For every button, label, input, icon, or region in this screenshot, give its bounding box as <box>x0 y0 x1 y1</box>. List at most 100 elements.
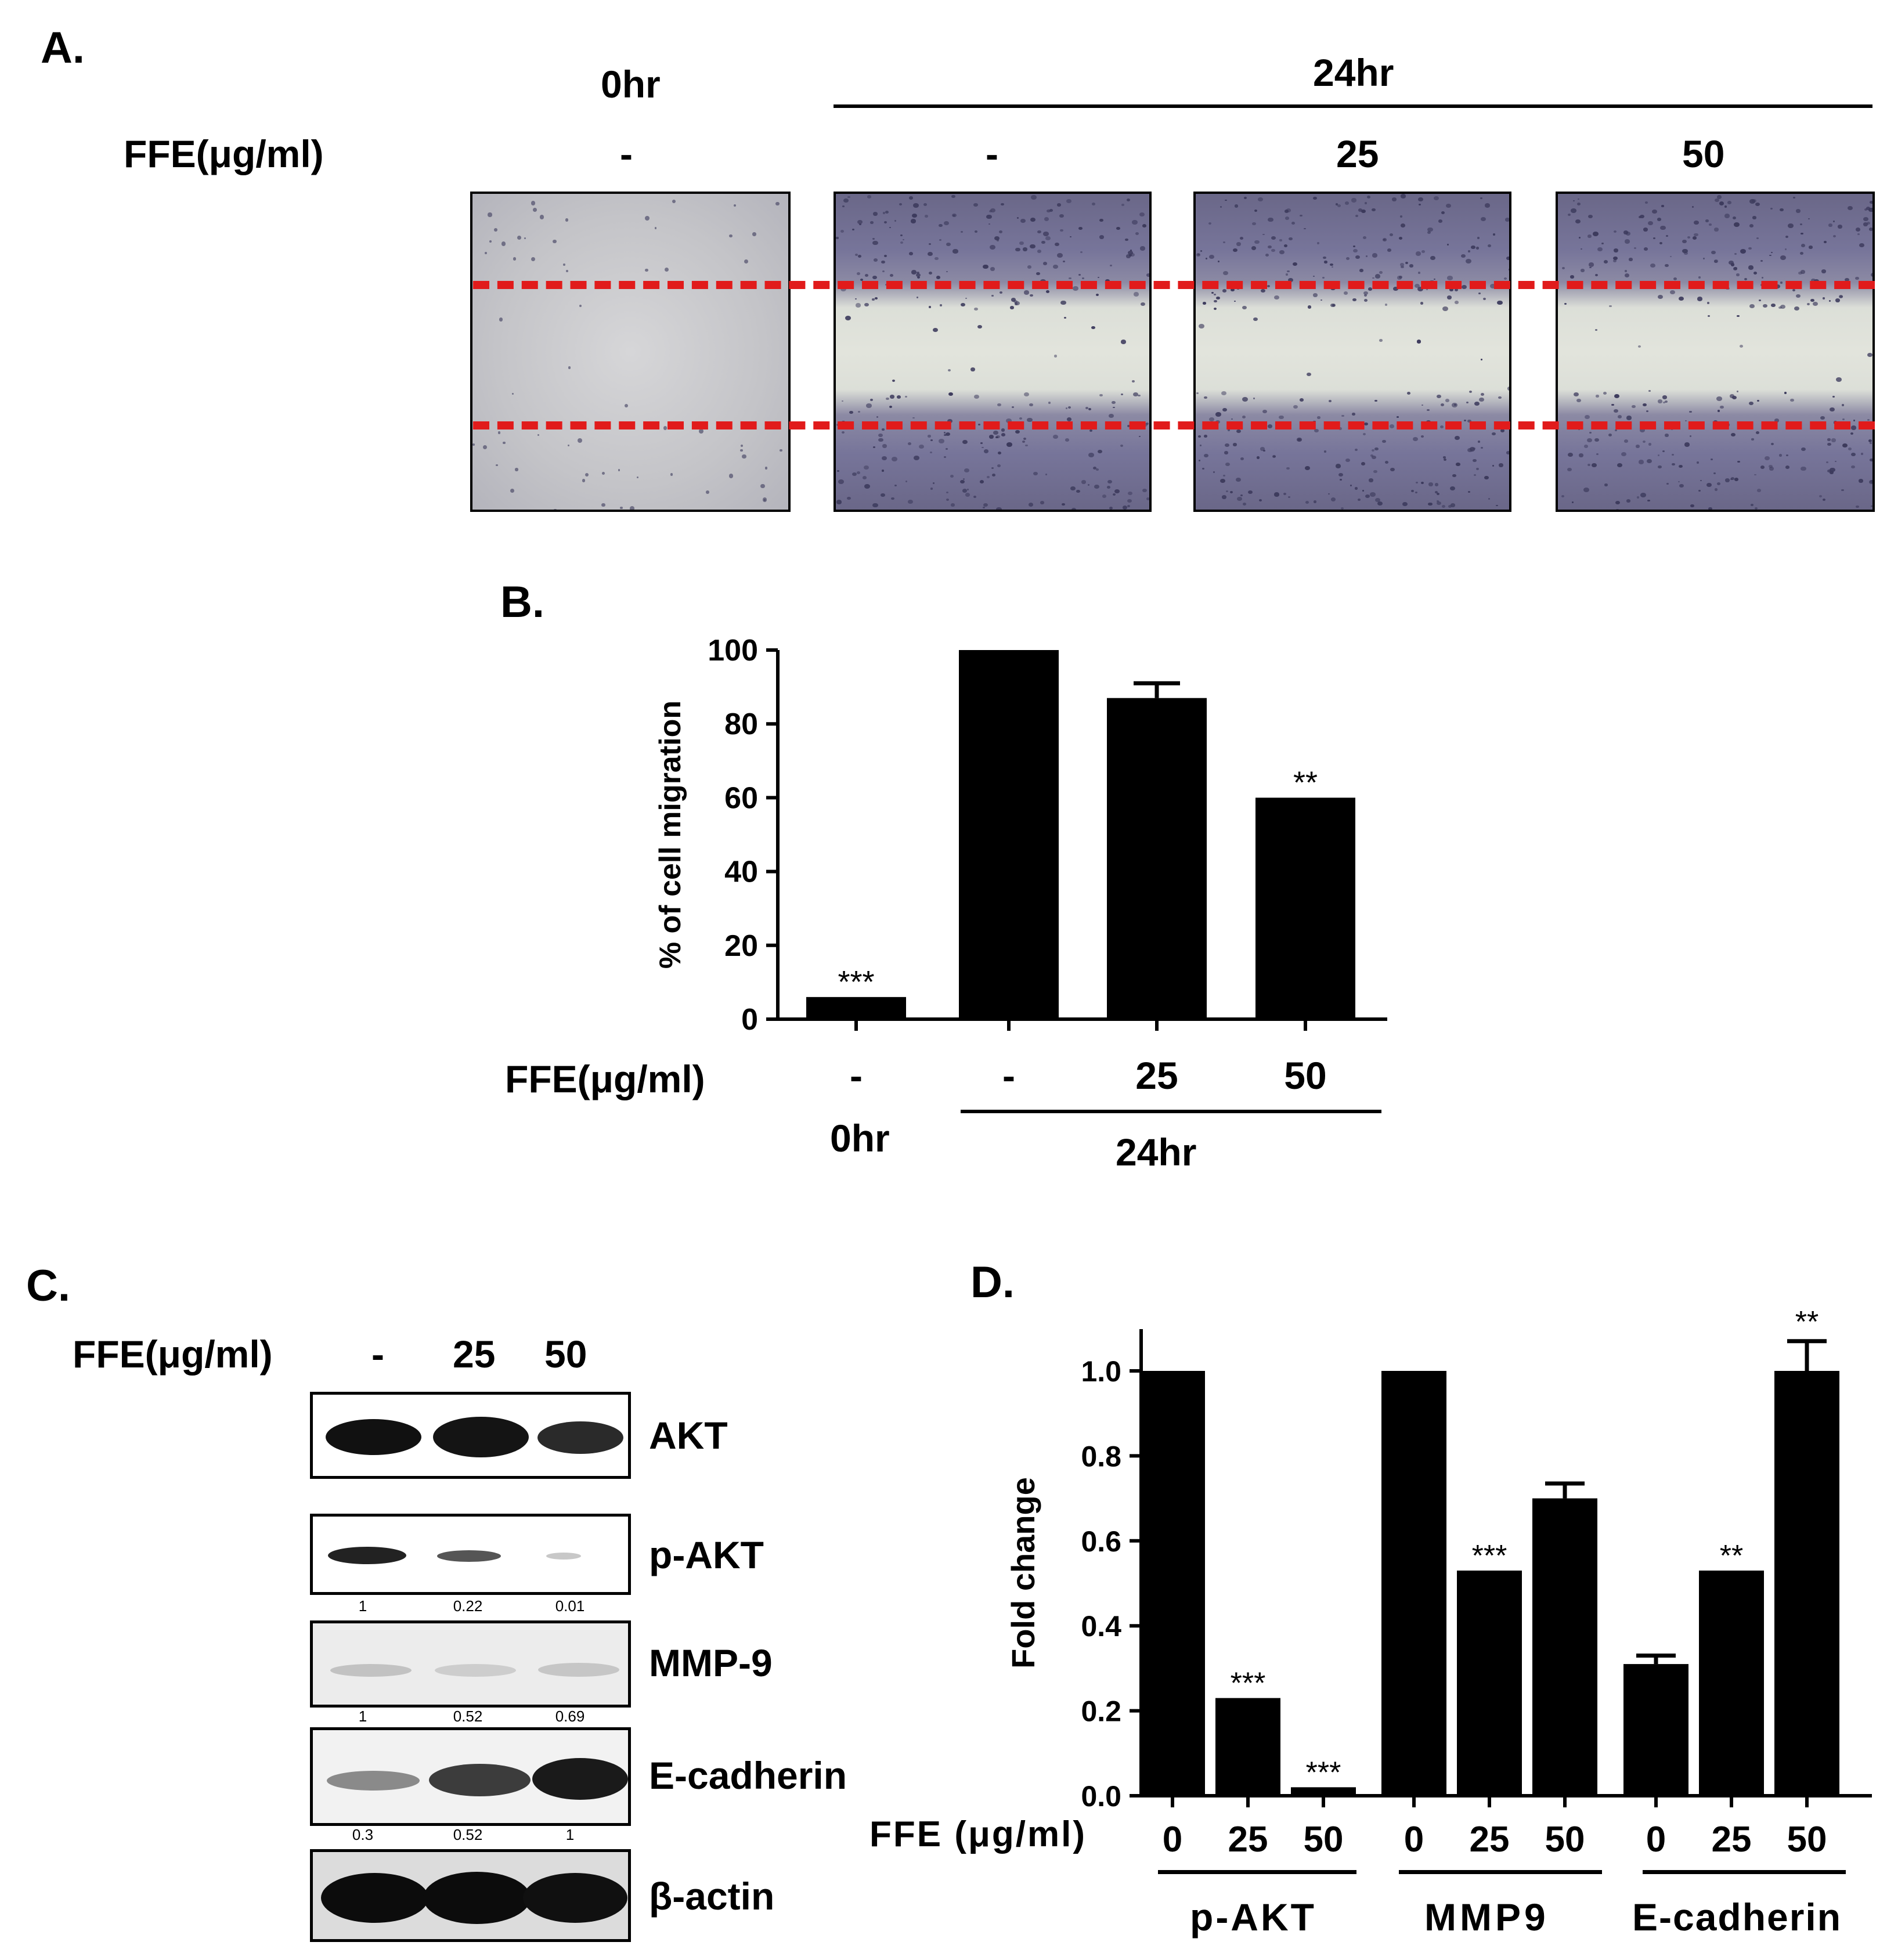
cell-speck <box>1748 401 1754 406</box>
cell-speck <box>1225 443 1229 447</box>
panel-d-bar <box>1532 1498 1597 1796</box>
cell-speck <box>511 392 514 395</box>
cell-speck <box>1374 447 1379 451</box>
cell-speck <box>1260 288 1265 293</box>
cell-speck <box>1615 429 1618 431</box>
cell-speck <box>1430 255 1436 260</box>
cell-speck <box>1345 458 1350 462</box>
cell-speck <box>744 259 748 264</box>
cell-speck <box>1400 223 1406 228</box>
cell-speck <box>1377 501 1383 506</box>
cell-speck <box>1784 392 1787 394</box>
cell-speck <box>1455 288 1459 292</box>
cell-speck <box>905 480 908 482</box>
cell-speck <box>882 212 886 214</box>
cell-speck <box>1653 237 1656 240</box>
cell-speck <box>630 506 635 510</box>
cell-speck <box>1436 492 1439 496</box>
cell-speck <box>1665 264 1669 267</box>
cell-speck <box>1087 484 1090 486</box>
panel-c-dose-2: 50 <box>544 1333 587 1376</box>
cell-speck <box>939 439 945 444</box>
cell-speck <box>1730 263 1735 266</box>
cell-speck <box>1697 297 1703 301</box>
cell-speck <box>1127 198 1131 202</box>
cell-speck <box>1780 304 1785 309</box>
cell-speck <box>1382 238 1387 241</box>
cell-speck <box>1054 243 1059 247</box>
cell-speck <box>876 416 879 418</box>
cell-speck <box>1406 392 1410 395</box>
cell-speck <box>1662 395 1667 399</box>
cell-speck <box>1870 505 1872 507</box>
cell-speck <box>699 429 704 434</box>
cell-speck <box>1636 445 1640 448</box>
cell-speck <box>1621 452 1626 457</box>
cell-speck <box>1237 496 1242 501</box>
cell-speck <box>1748 247 1752 250</box>
cell-speck <box>1790 398 1794 402</box>
cell-speck <box>1026 417 1033 423</box>
cell-speck <box>892 380 896 382</box>
cell-speck <box>872 298 875 301</box>
cell-speck <box>1138 435 1141 438</box>
cell-speck <box>1263 449 1265 452</box>
cell-speck <box>1001 428 1005 432</box>
cell-speck <box>1690 435 1692 437</box>
cell-speck <box>1841 489 1844 492</box>
cell-speck <box>1242 305 1247 309</box>
cell-speck <box>1142 224 1147 228</box>
quant-p-akt-lane3: 0.01 <box>555 1597 585 1615</box>
cell-speck <box>907 499 913 504</box>
cell-speck <box>881 470 885 472</box>
cell-speck <box>1662 450 1665 452</box>
cell-speck <box>1248 490 1253 494</box>
cell-speck <box>1362 236 1366 239</box>
cell-speck <box>953 214 955 216</box>
cell-speck <box>1289 237 1293 241</box>
cell-speck <box>1868 439 1872 443</box>
cell-speck <box>967 489 969 490</box>
cell-speck <box>1800 466 1806 471</box>
cell-speck <box>1370 454 1373 457</box>
cell-speck <box>1421 250 1426 254</box>
panel-a-time-0: 0hr <box>601 63 661 106</box>
cell-speck <box>537 434 540 436</box>
cell-speck <box>962 489 968 493</box>
panel-d-y-tick-label: 0.8 <box>1081 1440 1121 1472</box>
cell-speck <box>1242 397 1248 402</box>
panel-b-y-tick-label: 80 <box>724 708 758 741</box>
cell-speck <box>896 395 901 399</box>
cell-speck <box>939 223 943 228</box>
panel-d-significance: ** <box>1720 1539 1743 1573</box>
cell-speck <box>1418 203 1421 205</box>
cell-speck <box>1475 468 1479 471</box>
cell-speck <box>910 219 917 223</box>
band-mmp-9-lane2 <box>435 1664 516 1677</box>
cell-speck <box>1702 258 1705 259</box>
cell-speck <box>1099 218 1103 222</box>
cell-speck <box>1135 232 1139 235</box>
cell-speck <box>936 276 940 279</box>
cell-speck <box>840 287 846 292</box>
cell-speck <box>1097 276 1099 279</box>
cell-speck <box>1420 302 1423 305</box>
cell-speck <box>1821 269 1827 273</box>
cell-speck <box>913 203 919 208</box>
cell-speck <box>1832 234 1836 237</box>
cell-speck <box>532 208 537 212</box>
cell-speck <box>996 507 1002 510</box>
cell-speck <box>1452 402 1458 407</box>
cell-speck <box>1595 329 1597 331</box>
cell-speck <box>1724 478 1730 483</box>
cell-speck <box>1037 230 1041 234</box>
cell-speck <box>1070 486 1076 491</box>
cell-speck <box>1066 417 1072 422</box>
cell-speck <box>1102 494 1106 498</box>
cell-speck <box>1078 273 1081 276</box>
cell-speck <box>1835 377 1842 382</box>
cell-speck <box>841 400 843 402</box>
panel-b-x-tick-label: 25 <box>1135 1054 1178 1097</box>
cell-speck <box>1672 463 1675 466</box>
cell-speck <box>997 452 1002 455</box>
